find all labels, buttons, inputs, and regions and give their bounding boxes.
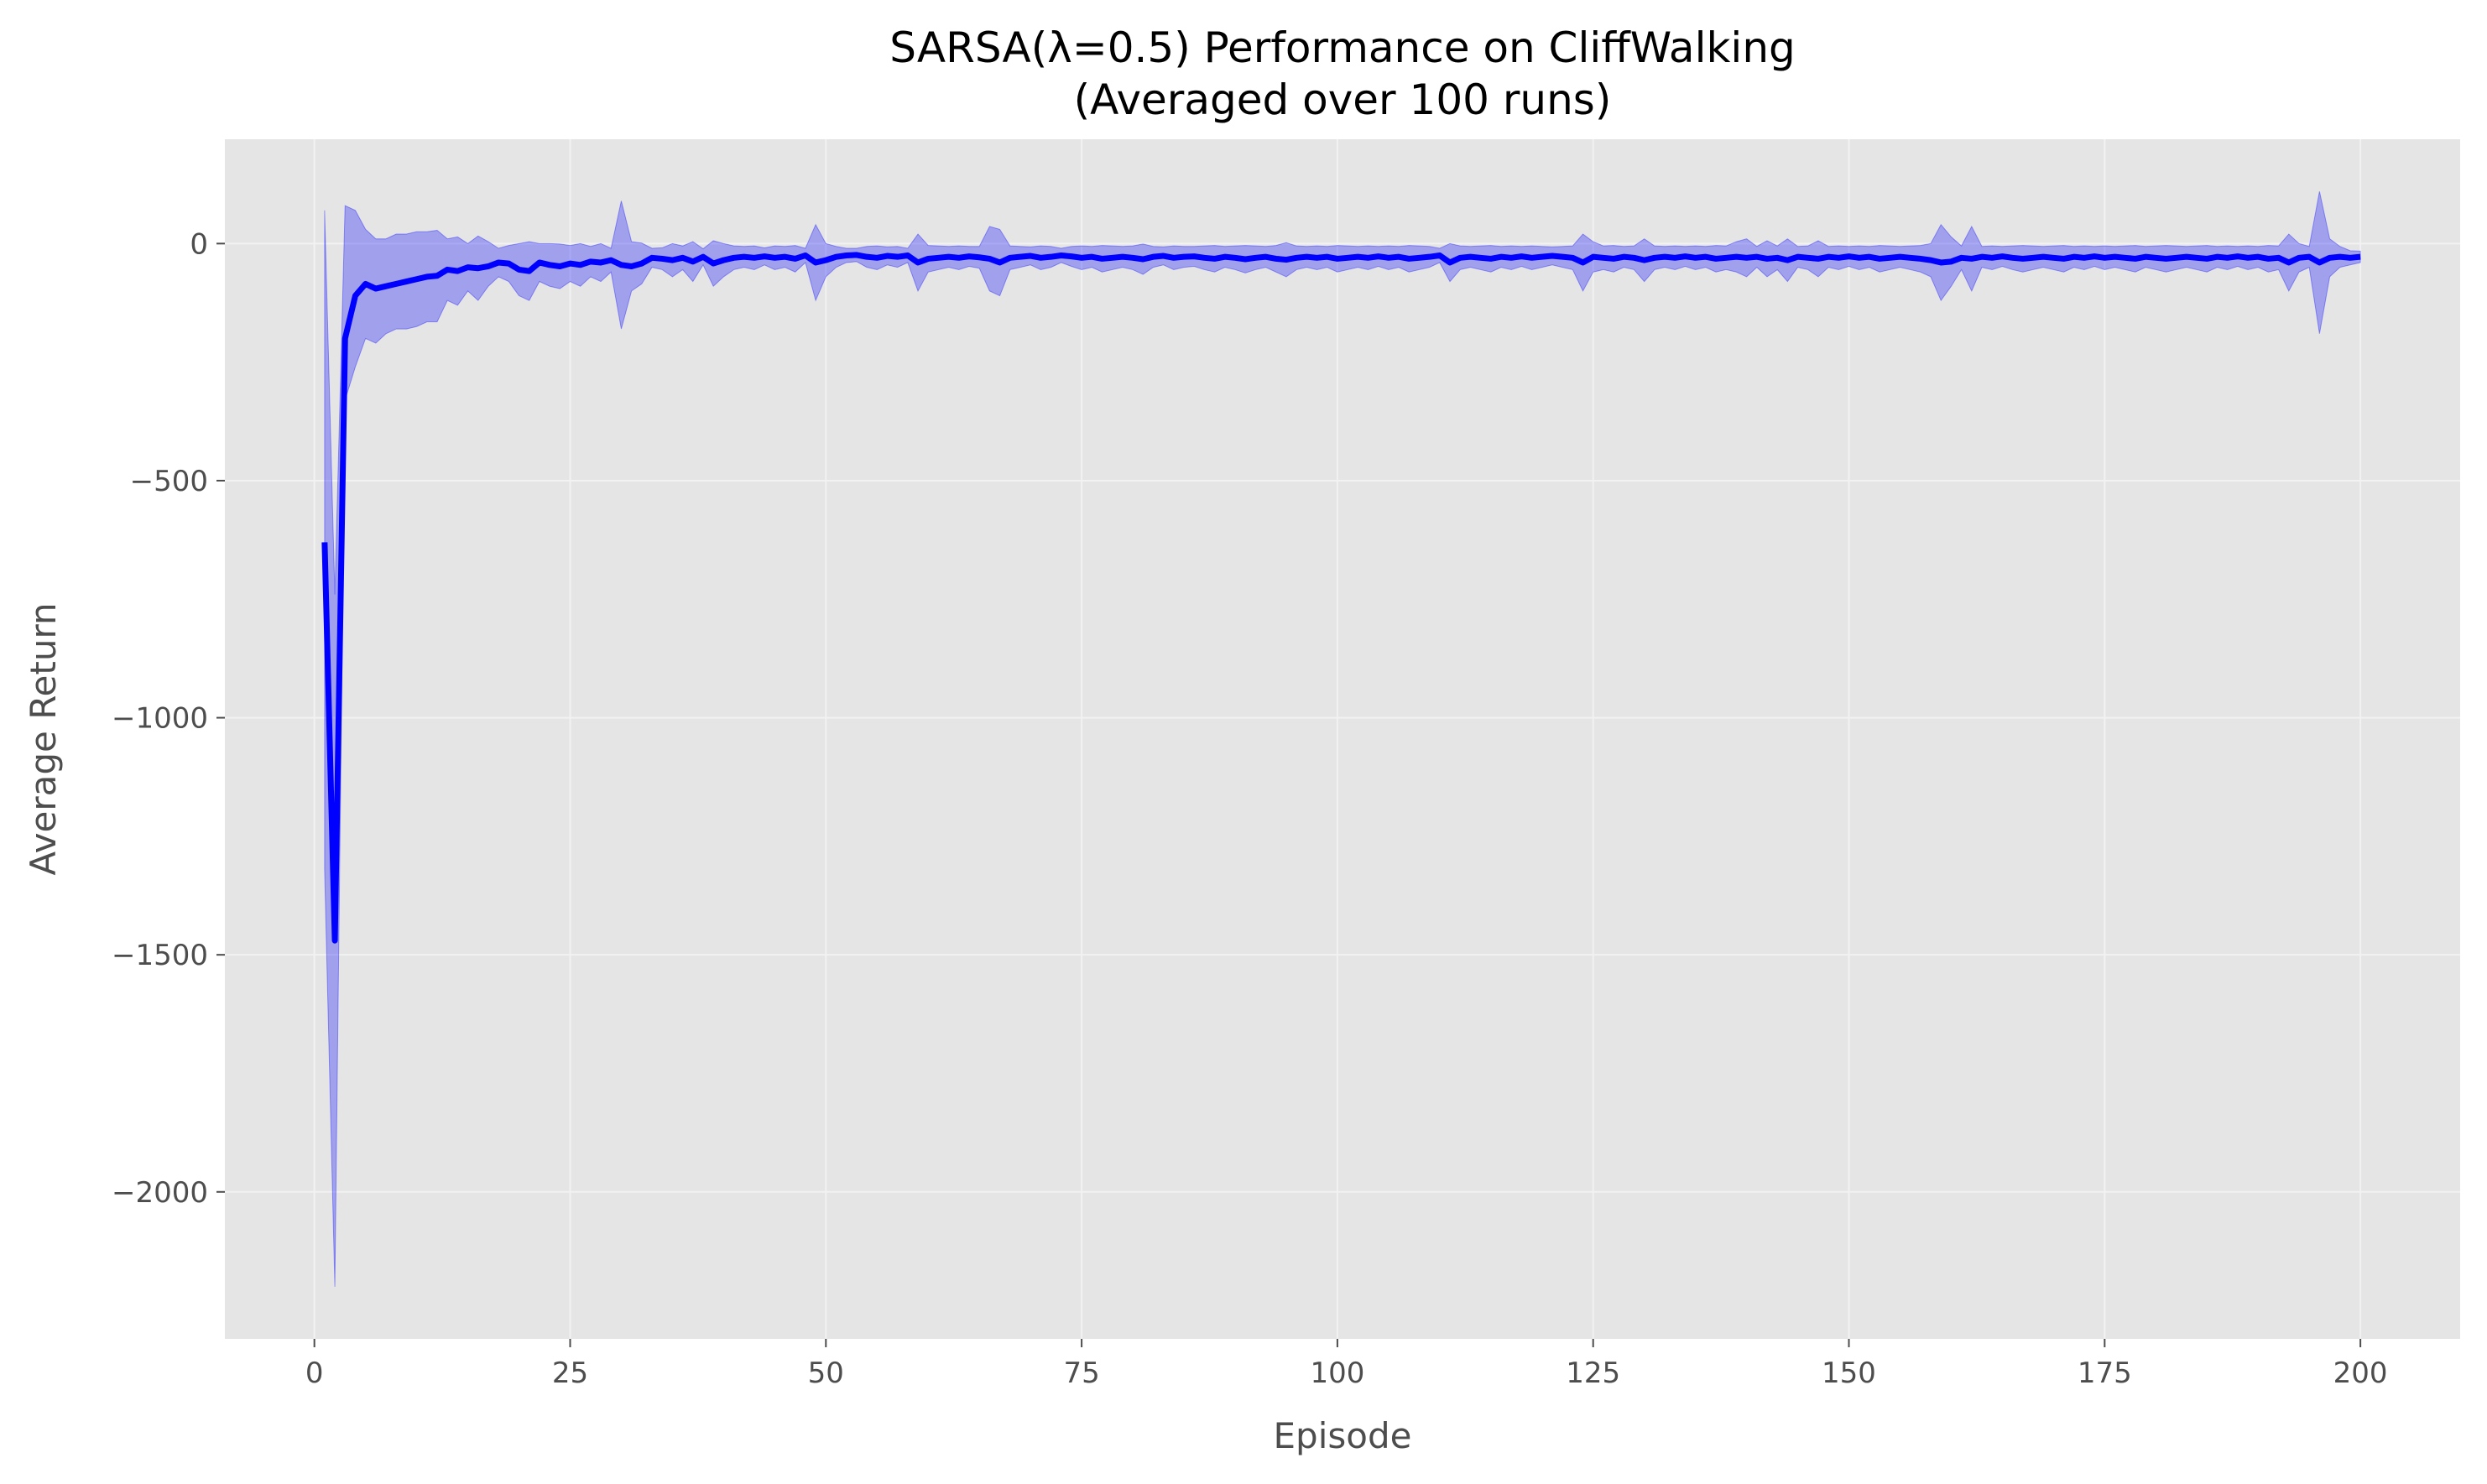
x-tick-label: 150	[1822, 1356, 1876, 1390]
x-tick-label: 200	[2333, 1356, 2388, 1390]
y-axis-label: Average Return	[23, 602, 64, 875]
y-tick-label: −500	[130, 465, 208, 498]
x-tick-label: 0	[305, 1356, 324, 1390]
x-tick-label: 175	[2078, 1356, 2132, 1390]
x-tick-label: 100	[1310, 1356, 1364, 1390]
y-tick-label: −1000	[112, 702, 208, 736]
grid-lines	[225, 139, 2460, 1339]
x-tick-label: 75	[1063, 1356, 1099, 1390]
plot-background	[225, 139, 2460, 1339]
x-tick-label: 50	[808, 1356, 844, 1390]
x-axis-label: Episode	[1274, 1415, 1412, 1456]
tick-layer: 0 25 50 75 100 125 150 175 200 0 −500 −1000 −1500 −20…	[112, 227, 2388, 1390]
mean-return-line	[321, 252, 2361, 944]
std-band	[324, 191, 2361, 1287]
x-tick-label: 25	[552, 1356, 588, 1390]
chart-title: SARSA(λ=0.5) Performance on CliffWalking	[889, 23, 1796, 72]
y-tick-label: 0	[190, 227, 208, 261]
y-tick-label: −1500	[112, 939, 208, 972]
x-tick-label: 125	[1566, 1356, 1620, 1390]
chart-subtitle: (Averaged over 100 runs)	[1074, 76, 1612, 124]
y-tick-label: −2000	[112, 1176, 208, 1210]
data-layer	[321, 191, 2361, 1287]
